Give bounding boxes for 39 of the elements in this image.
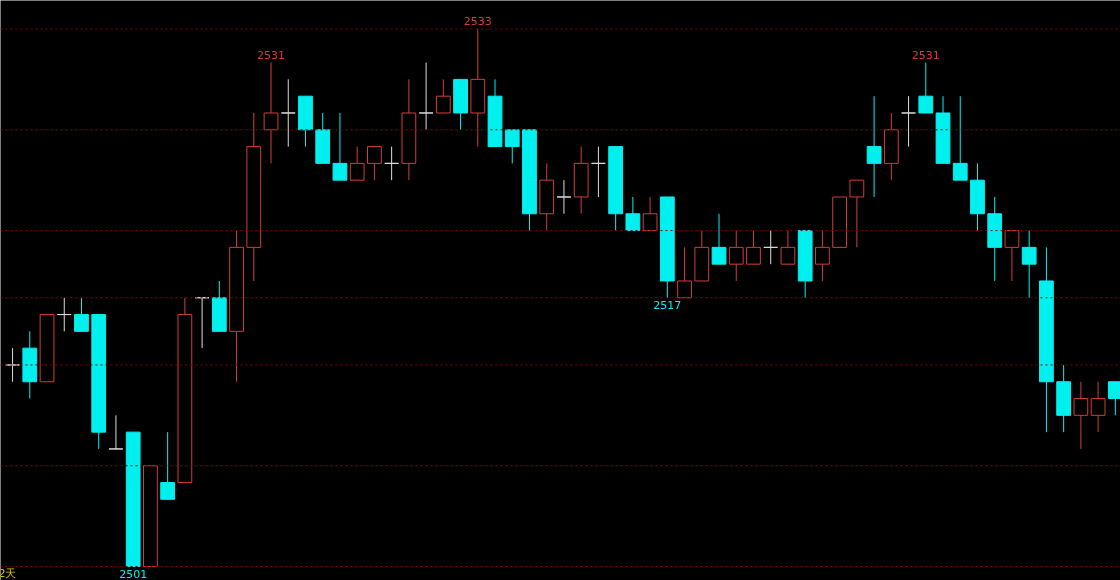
candlestick (625, 196, 641, 232)
candlestick (367, 146, 382, 181)
candlestick (349, 146, 365, 181)
candlestick (1073, 381, 1089, 450)
candlestick (677, 246, 692, 299)
candlestick (1004, 230, 1020, 282)
candlestick (763, 230, 779, 265)
candlestick (56, 297, 72, 332)
candlestick (849, 179, 865, 248)
candlestick (332, 112, 348, 181)
candlestick (746, 230, 761, 265)
candlestick (780, 230, 796, 265)
candlestick (1021, 230, 1037, 299)
annotation: 2501 (119, 567, 148, 580)
candlestick (504, 129, 520, 164)
candlestick (435, 78, 451, 114)
candlestick (160, 431, 176, 500)
candlestick (952, 95, 968, 181)
candlestick (384, 146, 400, 181)
candlestick (918, 62, 934, 114)
candlestick (815, 230, 830, 282)
candlestick (280, 78, 296, 148)
candlestick (866, 95, 882, 198)
annotation: 2533 (463, 14, 492, 28)
candlestick (901, 95, 916, 148)
candlestick (728, 230, 744, 282)
candlestick (418, 62, 434, 131)
candlestick (591, 146, 606, 198)
candlestick (74, 297, 89, 332)
candlestick (263, 62, 279, 164)
annotation: 2531 (257, 48, 286, 62)
annotation: 2531 (911, 48, 940, 62)
candlestick (711, 213, 727, 265)
candlestick (108, 414, 124, 450)
candlestick (1090, 381, 1106, 433)
candlestick (194, 297, 210, 349)
annotation: 2517 (653, 298, 682, 312)
candlestick (556, 179, 572, 215)
candlestick (642, 196, 658, 232)
